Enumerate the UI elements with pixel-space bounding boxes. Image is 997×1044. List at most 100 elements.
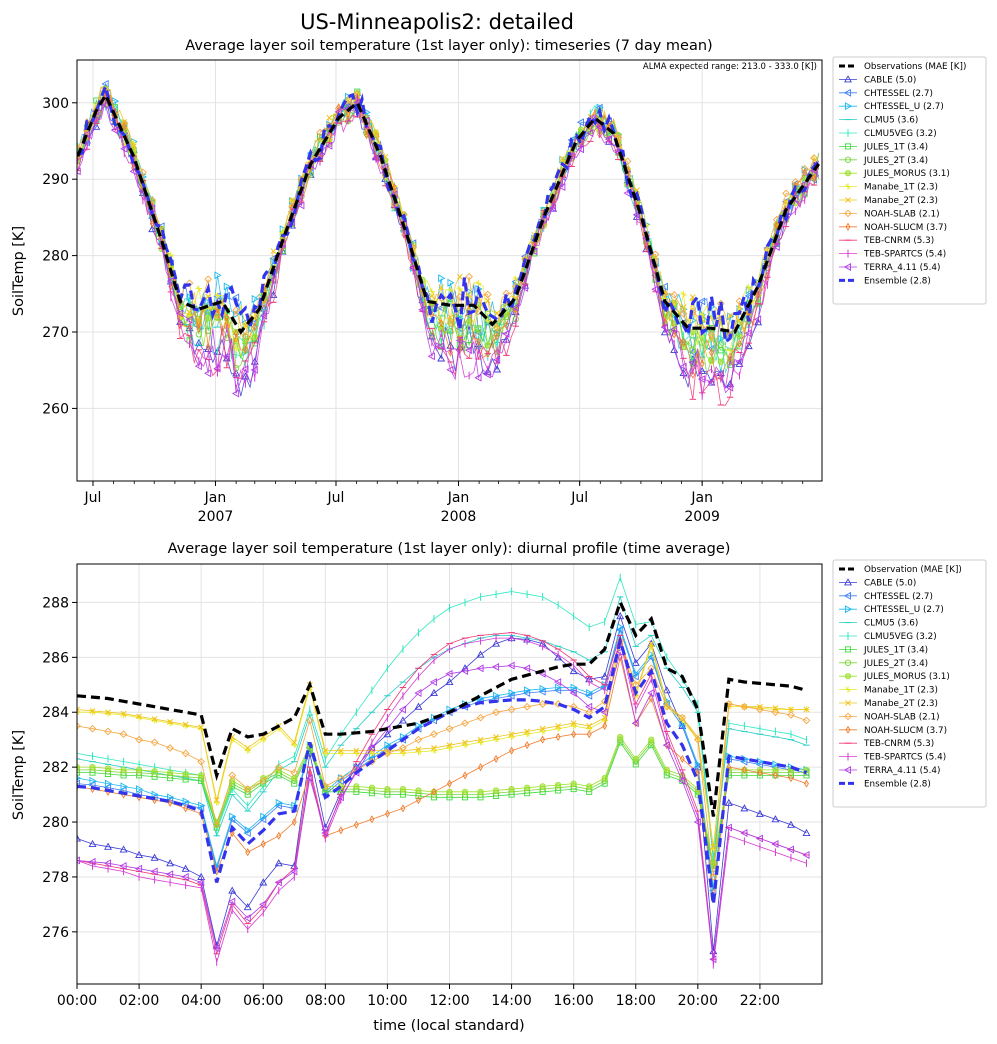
series-manabe-2t-2-3-marker: [270, 248, 277, 255]
diurnal-series-noah-slucm-3-7-marker: [260, 839, 266, 849]
series-terra-4-11-5-4-line: [77, 101, 820, 394]
diurnal-series-group: [77, 573, 811, 969]
timeseries-ytick-label: 260: [42, 401, 69, 417]
series-chtessel-u-2-7-marker: [214, 271, 222, 280]
diurnal-series-chtessel-2-7-marker: [259, 815, 267, 824]
series-terra-4-11-5-4-marker: [176, 309, 184, 318]
series-terra-4-11-5-4-marker: [297, 201, 305, 210]
diurnal-series-manabe-2t-2-3-marker: [788, 706, 794, 713]
series-noah-slab-2-1-marker: [614, 133, 623, 142]
series-terra-4-11-5-4-marker: [222, 352, 230, 361]
diurnal-series-chtessel-2-7-marker: [538, 687, 546, 696]
legend-noah-slab-2-1-label: NOAH-SLAB (2.1): [864, 209, 940, 219]
series-noah-slucm-3-7-marker: [485, 349, 491, 359]
diurnal-series-noah-slucm-3-7-marker: [741, 765, 747, 774]
diurnal-series-manabe-2t-2-3-marker: [803, 706, 810, 713]
series-manabe-1t-2-3-marker: [465, 293, 473, 300]
series-terra-4-11-5-4-marker: [269, 275, 277, 284]
series-jules-morus-3-1-line: [77, 88, 820, 364]
series-noah-slucm-3-7-marker: [242, 345, 248, 354]
series-cable-5-0-marker: [744, 341, 753, 350]
series-chtessel-2-7-marker: [698, 297, 706, 306]
diurnal-series-manabe-2t-2-3-marker: [182, 721, 189, 728]
diurnal-series-terra-4-11-5-4-marker: [678, 776, 686, 785]
diurnal-series-noah-slucm-3-7-marker: [338, 826, 344, 835]
series-chtessel-2-7-marker: [660, 282, 668, 291]
diurnal-xtick-label: 08:00: [305, 993, 345, 1009]
diurnal-series-noah-slucm-3-7-marker: [276, 831, 282, 840]
diurnal-series-manabe-2t-2-3-marker: [291, 739, 298, 746]
diurnal-series-noah-slab-2-1-marker: [305, 716, 314, 725]
series-manabe-1t-2-3-marker: [428, 288, 436, 295]
series-noah-slab-2-1-marker: [679, 309, 688, 318]
diurnal-series-terra-4-11-5-4-marker: [554, 678, 562, 687]
timeseries-xtick-year: 2008: [441, 509, 477, 525]
diurnal-series-jules-morus-3-1-marker: [523, 784, 531, 791]
legend-chtessel-2-7-label: CHTESSEL (2.7): [864, 592, 933, 602]
diurnal-series-manabe-2t-2-3-marker: [167, 718, 174, 725]
diurnal-series-cable-5-0-marker: [119, 845, 128, 853]
diurnal-series-terra-4-11-5-4-marker: [414, 689, 422, 697]
diurnal-series-manabe-2t-2-3-line: [77, 640, 807, 847]
diurnal-xtick-label: 20:00: [678, 993, 718, 1009]
series-terra-4-11-5-4-marker: [576, 145, 585, 154]
legend-jules-2t-3-4-label: JULES_2T (3.4): [863, 156, 928, 166]
diurnal-series-manabe-1t-2-3-marker: [135, 714, 143, 721]
diurnal-series-chtessel-u-2-7-line: [77, 625, 807, 888]
diurnal-series-manabe-2t-2-3-marker: [415, 746, 422, 753]
diurnal-series-jules-morus-3-1-marker: [167, 769, 174, 776]
series-terra-4-11-5-4-marker: [213, 364, 221, 373]
series-manabe-1t-2-3-marker: [475, 280, 482, 287]
diurnal-series-noah-slucm-3-7-marker: [245, 848, 251, 857]
series-chtessel-u-2-7-marker: [251, 294, 259, 303]
diurnal-series-chtessel-2-7-marker: [678, 721, 686, 730]
legend-cable-5-0-marker: [844, 578, 852, 586]
series-noah-slucm-3-7-marker: [681, 337, 686, 347]
diurnal-series-jules-morus-3-1-marker: [586, 783, 593, 790]
diurnal-series-chtessel-2-7-marker: [755, 760, 763, 769]
legend-cable-5-0-marker: [844, 75, 852, 83]
legend-chtessel-2-7-marker: [843, 591, 852, 600]
series-terra-4-11-5-4-marker: [632, 210, 640, 219]
diurnal-series-manabe-2t-2-3-marker: [508, 731, 515, 738]
legend-manabe-2t-2-3-marker: [845, 197, 851, 203]
diurnal-series-chtessel-2-7-marker: [77, 779, 81, 788]
diurnal-series-noah-slucm-3-7-marker: [788, 774, 794, 783]
timeseries-axes-box-frame: [76, 59, 823, 482]
series-noah-slab-2-1-marker: [344, 96, 352, 104]
timeseries-panel: Average layer soil temperature (1st laye…: [11, 38, 817, 316]
series-noah-slucm-3-7-marker: [709, 348, 714, 357]
diurnal-series-noah-slab-2-1-marker: [337, 774, 345, 782]
series-noah-slucm-3-7-marker: [755, 291, 761, 300]
diurnal-series-terra-4-11-5-4-marker: [600, 708, 608, 717]
series-manabe-1t-2-3-marker: [232, 345, 240, 352]
diurnal-series-chtessel-u-2-7-marker: [275, 798, 283, 807]
diurnal-series-cable-5-0-marker: [166, 859, 175, 867]
diurnal-series-terra-4-11-5-4-marker: [802, 851, 810, 859]
series-chtessel-u-2-7-marker: [447, 278, 455, 287]
diurnal-series-noah-slab-2-1-marker: [445, 724, 454, 733]
diurnal-series-chtessel-u-2-7-marker: [586, 689, 594, 697]
legend-jules-1t-3-4-marker: [844, 143, 852, 150]
series-noah-slab-2-1-marker: [260, 299, 268, 308]
diurnal-series-noah-slab-2-1-marker: [461, 719, 469, 728]
series-ensemble-2-8-line: [77, 81, 820, 346]
series-terra-4-11-5-4-marker: [325, 141, 333, 150]
diurnal-series-noah-slucm-3-7-marker: [695, 768, 701, 777]
diurnal-xtick-label: 04:00: [181, 993, 221, 1009]
diurnal-series-chtessel-u-2-7-marker: [229, 812, 237, 821]
diurnal-series-noah-slab-2-1-marker: [383, 749, 392, 758]
legend-jules-1t-3-4-marker: [844, 646, 852, 653]
diurnal-series-chtessel-u-2-7-marker: [136, 785, 144, 794]
diurnal-ytick-label: 278: [42, 870, 69, 886]
diurnal-series-noah-slucm-3-7-marker: [555, 732, 561, 742]
diurnal-series-chtessel-u-2-7-marker: [493, 691, 501, 700]
diurnal-series-cable-5-0-marker: [600, 672, 609, 680]
diurnal-series-noah-slucm-3-7-marker: [679, 754, 685, 763]
diurnal-series-cable-5-0-marker: [554, 653, 563, 661]
diurnal-series-jules-morus-3-1-marker: [399, 785, 407, 793]
diurnal-series-noah-slucm-3-7-marker: [416, 796, 421, 805]
diurnal-series-chtessel-u-2-7-marker: [384, 741, 392, 750]
series-noah-slucm-3-7-marker: [121, 122, 127, 131]
diurnal-series-jules-morus-3-1-marker: [89, 764, 96, 771]
